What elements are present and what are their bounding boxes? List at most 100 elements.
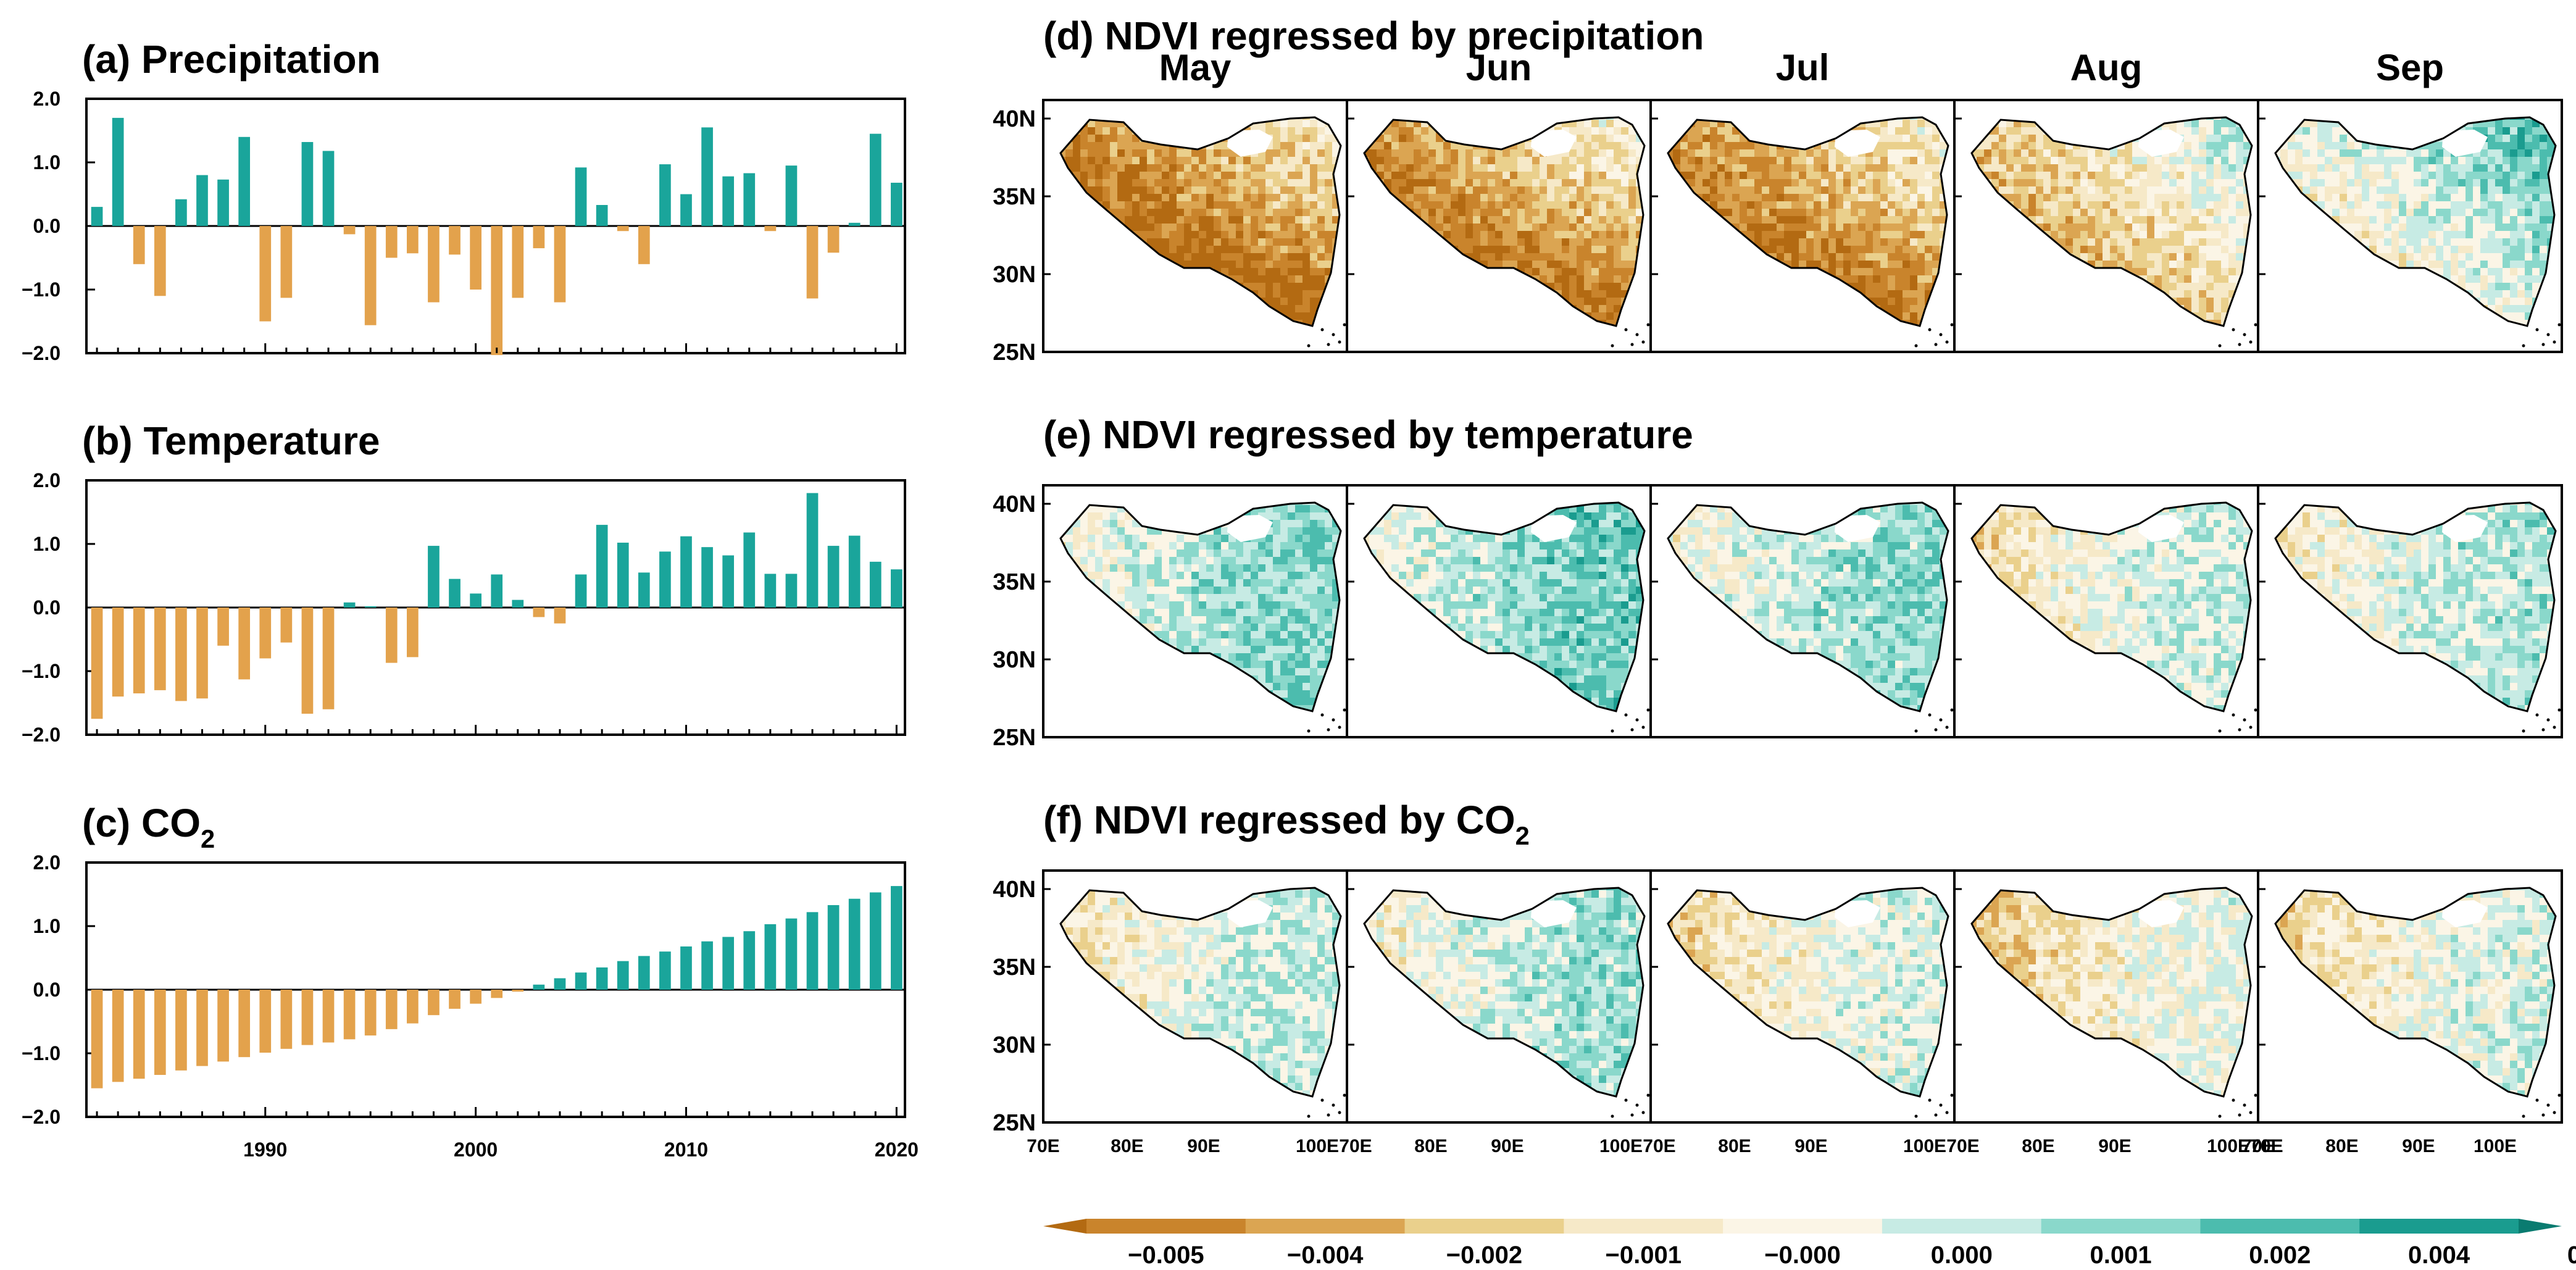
map-cell: [1925, 275, 1933, 283]
map-cell: [2162, 186, 2170, 194]
map-cell: [2184, 246, 2192, 254]
map-cell: [1243, 186, 1251, 194]
map-cell: [2058, 172, 2066, 180]
map-cell: [1280, 201, 1288, 209]
map-cell: [1325, 238, 1333, 246]
map-cell: [1525, 238, 1533, 246]
map-cell: [1088, 186, 1096, 194]
map-cell: [1125, 157, 1133, 165]
map-cell: [1391, 179, 1399, 187]
map-cell: [1117, 142, 1125, 150]
map-dot: [1646, 323, 1650, 327]
map-cell: [1732, 149, 1740, 157]
map-cell: [1265, 231, 1273, 239]
map-cell: [1880, 201, 1888, 209]
map-cell: [1843, 201, 1851, 209]
map-cell: [1606, 231, 1614, 239]
map-cell: [1162, 194, 1170, 202]
map-cell: [1325, 216, 1333, 224]
map-cell: [1236, 261, 1244, 269]
map-cell: [1621, 157, 1629, 165]
map-cell: [1080, 149, 1088, 157]
map-cell: [1754, 149, 1762, 157]
map-cell: [1680, 149, 1688, 157]
map-cell: [1769, 231, 1777, 239]
map-cell: [1569, 275, 1577, 283]
map-cell: [2088, 186, 2096, 194]
map-cell: [1614, 135, 1622, 143]
map-cell: [2184, 135, 2192, 143]
map-cell: [1880, 194, 1888, 202]
map-cell: [1110, 201, 1118, 209]
map-cell: [1384, 172, 1392, 180]
map-cell: [1828, 209, 1836, 217]
bar: [764, 226, 777, 232]
map-cell: [1836, 261, 1844, 269]
map-cell: [2228, 179, 2236, 187]
map-cell: [1940, 209, 1948, 217]
map-cell: [1903, 246, 1911, 254]
map-cell: [1821, 238, 1829, 246]
map-cell: [2147, 224, 2155, 232]
map-cell: [1873, 127, 1881, 135]
map-cell: [2043, 164, 2051, 172]
map-cell: [1458, 231, 1466, 239]
map-cell: [2191, 231, 2199, 239]
map-cell: [1280, 164, 1288, 172]
map-cell: [1117, 164, 1125, 172]
map-cell: [1436, 216, 1444, 224]
map-cell: [1199, 224, 1207, 232]
map-cell: [1443, 194, 1451, 202]
bar: [891, 569, 902, 608]
map-cell: [1258, 201, 1266, 209]
map-cell: [2088, 209, 2096, 217]
map-cell: [1628, 164, 1636, 172]
map-cell: [1584, 127, 1592, 135]
map-cell: [1843, 172, 1851, 180]
map-cell: [2058, 224, 2066, 232]
map-cell: [1465, 186, 1473, 194]
map-cell: [1162, 238, 1170, 246]
map-cell: [1451, 142, 1459, 150]
map-cell: [1199, 238, 1207, 246]
map-cell: [1184, 179, 1192, 187]
map-cell: [1584, 275, 1592, 283]
map-cell: [2110, 216, 2118, 224]
map-cell: [1547, 201, 1555, 209]
map-cell: [1917, 305, 1925, 313]
map-cell: [1132, 224, 1140, 232]
map-cell: [2065, 149, 2074, 157]
map-cell: [2191, 209, 2199, 217]
map-cell: [1154, 149, 1162, 157]
map-cell: [1303, 216, 1311, 224]
bar: [743, 532, 756, 608]
map-cell: [2051, 216, 2059, 224]
map-cell: [1880, 127, 1888, 135]
map-dot: [1641, 340, 1645, 344]
map-cell: [2110, 186, 2118, 194]
map-cell: [1888, 253, 1896, 261]
map-cell: [1614, 117, 1622, 120]
y-tick-label: −2.0: [22, 342, 60, 364]
map-cell: [1999, 149, 2007, 157]
map-cell: [1577, 157, 1585, 165]
map-cell: [1717, 164, 1725, 172]
map-cell: [2014, 194, 2022, 202]
map-cell: [1865, 164, 1874, 172]
map-cell: [2184, 209, 2192, 217]
map-cell: [2206, 283, 2214, 291]
map-cell: [2177, 172, 2185, 180]
map-cell: [1391, 120, 1399, 128]
map-cell: [1836, 238, 1844, 246]
map-cell: [1599, 149, 1607, 157]
map-cell: [2162, 209, 2170, 217]
map-cell: [1828, 142, 1836, 150]
map-cell: [2147, 186, 2155, 194]
map-cell: [1221, 261, 1229, 269]
map-cell: [1806, 209, 1814, 217]
map-cell: [1154, 157, 1162, 165]
map-cell: [1754, 201, 1762, 209]
map-cell: [2080, 246, 2088, 254]
map-cell: [1828, 179, 1836, 187]
map-cell: [2191, 253, 2199, 261]
